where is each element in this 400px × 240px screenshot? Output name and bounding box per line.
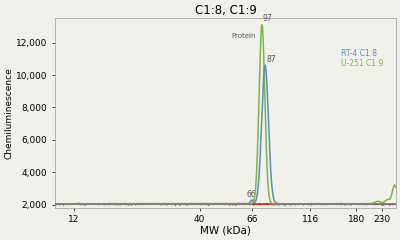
Title: C1:8, C1:9: C1:8, C1:9 <box>194 4 256 17</box>
Text: 66: 66 <box>246 190 256 199</box>
Text: 87: 87 <box>266 55 276 65</box>
X-axis label: MW (kDa): MW (kDa) <box>200 226 251 236</box>
Text: U-251 C1:9: U-251 C1:9 <box>341 59 383 68</box>
Y-axis label: Chemiluminescence: Chemiluminescence <box>4 67 13 159</box>
Text: 97: 97 <box>263 14 272 23</box>
Text: RT-4 C1:8: RT-4 C1:8 <box>341 48 377 58</box>
Text: Protein: Protein <box>232 33 256 39</box>
